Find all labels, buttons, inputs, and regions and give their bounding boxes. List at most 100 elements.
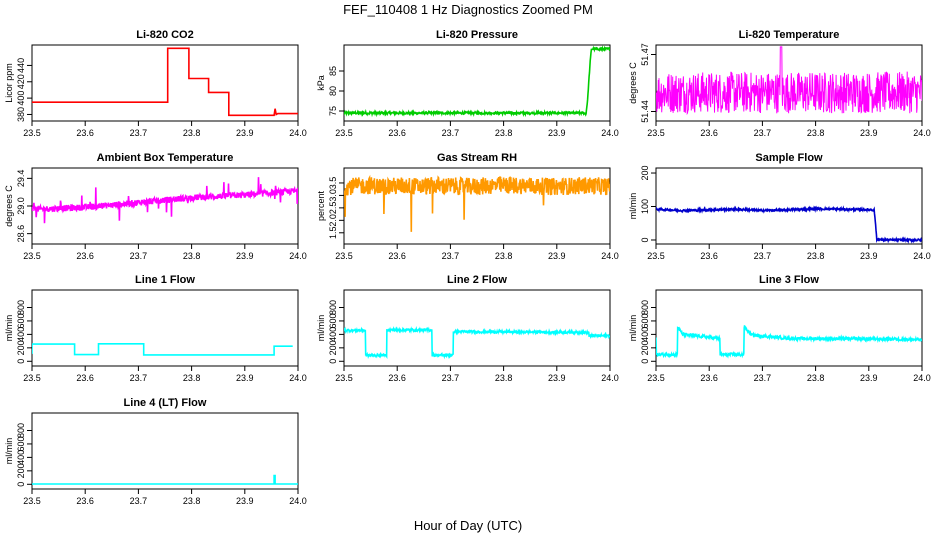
y-tick-label: 600 (328, 313, 338, 328)
panel-7: Line 1 Flow 23.5 23.6 23.7 23.8 23.9 24.0 0 2004… (4, 274, 307, 383)
series-line-1 (344, 325, 610, 360)
x-tick-label: 23.9 (860, 128, 878, 138)
x-tick-label: 23.5 (647, 128, 665, 138)
y-tick-label: 0 (640, 237, 650, 242)
x-axis-title: Hour of Day (UTC) (413, 518, 523, 533)
y-tick-label: 0 (328, 359, 338, 364)
series-line-1 (32, 177, 298, 224)
panel-8: Line 2 Flow 23.5 23.6 23.7 23.8 23.9 24.0 0 2004… (316, 274, 619, 383)
plot-frame (343, 44, 611, 122)
x-tick-label: 23.9 (548, 251, 566, 261)
x-tick-label: 23.9 (236, 373, 254, 383)
x-tick-label: 23.6 (700, 128, 718, 138)
y-tick-label: 200 (640, 166, 650, 181)
series-line-1 (32, 474, 298, 485)
y-tick-label: 80 (328, 86, 338, 96)
x-tick-label: 23.9 (236, 128, 254, 138)
plot-frame (655, 167, 923, 245)
x-tick-label: 24.0 (913, 128, 931, 138)
series-line-1 (344, 174, 610, 232)
panel-title: Sample Flow (755, 152, 823, 164)
x-tick-label: 23.8 (495, 128, 513, 138)
x-tick-label: 23.6 (388, 128, 406, 138)
x-tick-label: 23.8 (183, 496, 201, 506)
plot-frame (655, 289, 923, 367)
x-tick-label: 23.5 (335, 373, 353, 383)
panel-6: Sample Flow 23.5 23.6 23.7 23.8 23.9 24.0 0 100 2… (628, 152, 931, 261)
x-tick-label: 23.7 (130, 251, 148, 261)
x-tick-label: 23.7 (130, 373, 148, 383)
x-tick-label: 23.8 (183, 128, 201, 138)
y-tick-label: 29.0 (16, 197, 26, 215)
x-tick-label: 23.5 (647, 251, 665, 261)
x-tick-label: 23.6 (388, 251, 406, 261)
y-axis-label: ml/min (628, 315, 638, 342)
y-axis-label: degrees C (628, 62, 638, 104)
y-tick-label: 51.44 (640, 100, 650, 123)
panel-title: Li-820 CO2 (136, 29, 193, 41)
panel-3: Li-820 Temperature 23.5 23.6 23.7 23.8 23.9 24… (628, 29, 931, 138)
x-tick-label: 23.7 (442, 251, 460, 261)
panel-1: Li-820 CO2 23.5 23.6 23.7 23.8 23.9 24.0 380400… (4, 29, 307, 138)
series-line-1 (656, 205, 922, 244)
y-tick-label: 600 (640, 313, 650, 328)
x-tick-label: 23.5 (23, 373, 41, 383)
series-line-1 (32, 343, 293, 356)
y-tick-label: 400 (640, 327, 650, 342)
x-tick-label: 23.6 (76, 251, 94, 261)
x-tick-label: 23.8 (495, 373, 513, 383)
y-axis-label: kPa (316, 75, 326, 91)
panel-5: Gas Stream RH 23.5 23.6 23.7 23.8 23.9 24.0 1.5… (316, 152, 619, 261)
y-tick-label: 2.5 (328, 202, 338, 215)
y-tick-label: 1.5 (328, 227, 338, 240)
panel-title: Line 4 (LT) Flow (124, 397, 207, 409)
plot-frame (343, 167, 611, 245)
x-tick-label: 23.7 (130, 496, 148, 506)
y-axis-label: ml/min (628, 193, 638, 220)
x-tick-label: 23.5 (335, 251, 353, 261)
page-title: FEF_110408 1 Hz Diagnostics Zoomed PM (343, 2, 593, 17)
x-tick-label: 24.0 (289, 496, 307, 506)
x-tick-label: 24.0 (289, 128, 307, 138)
x-tick-label: 23.5 (23, 128, 41, 138)
x-tick-label: 23.9 (548, 128, 566, 138)
series-line-1 (656, 324, 922, 359)
y-tick-label: 440 (16, 58, 26, 73)
x-tick-label: 23.5 (23, 496, 41, 506)
y-tick-label: 0 (16, 482, 26, 487)
panel-title: Line 2 Flow (447, 274, 507, 286)
x-tick-label: 24.0 (913, 251, 931, 261)
y-axis-label: ml/min (4, 315, 14, 342)
plot-frame (343, 289, 611, 367)
x-tick-label: 23.6 (76, 496, 94, 506)
plot-frame (31, 412, 299, 490)
y-axis-label: ml/min (4, 438, 14, 465)
x-tick-label: 24.0 (601, 373, 619, 383)
y-axis-label: ml/min (316, 315, 326, 342)
panel-9: Line 3 Flow 23.5 23.6 23.7 23.8 23.9 24.0 0 2004… (628, 274, 931, 383)
y-tick-label: 2.0 (328, 214, 338, 227)
y-tick-label: 400 (16, 450, 26, 465)
x-tick-label: 23.8 (807, 251, 825, 261)
y-tick-label: 3.0 (328, 189, 338, 202)
y-tick-label: 0 (640, 359, 650, 364)
x-tick-label: 23.7 (130, 128, 148, 138)
plot-frame (31, 289, 299, 367)
y-tick-label: 400 (328, 327, 338, 342)
panel-title: Line 3 Flow (759, 274, 819, 286)
y-tick-label: 800 (16, 423, 26, 438)
panel-title: Ambient Box Temperature (97, 152, 234, 164)
y-tick-label: 800 (328, 300, 338, 315)
x-tick-label: 23.7 (754, 251, 772, 261)
panel-title: Li-820 Pressure (436, 29, 518, 41)
series-line-1 (32, 47, 298, 117)
y-axis-label: degrees C (4, 185, 14, 227)
y-axis-label: Licor ppm (4, 63, 14, 103)
x-tick-label: 23.8 (495, 251, 513, 261)
y-tick-label: 29.4 (16, 170, 26, 188)
panel-2: Li-820 Pressure 23.5 23.6 23.7 23.8 23.9 24.0 7… (316, 29, 619, 138)
x-tick-label: 23.5 (647, 373, 665, 383)
x-tick-label: 24.0 (289, 251, 307, 261)
x-tick-label: 24.0 (601, 251, 619, 261)
y-tick-label: 800 (16, 300, 26, 315)
